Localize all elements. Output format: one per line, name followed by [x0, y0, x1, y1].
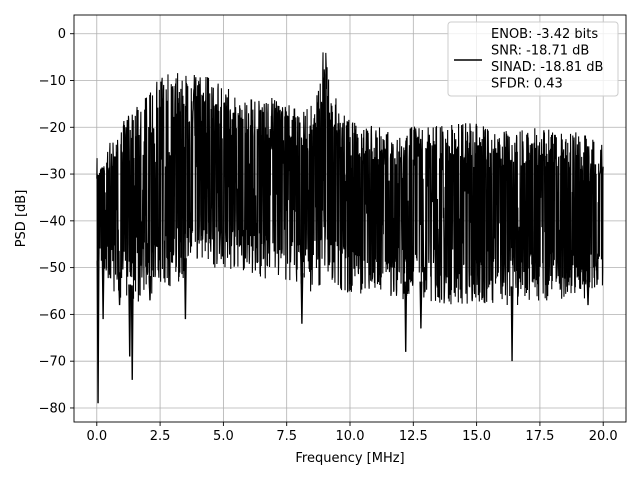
y-tick-label: 0	[58, 27, 66, 42]
psd-dip	[101, 255, 105, 320]
x-tick-label: 7.5	[276, 429, 297, 444]
x-tick-label: 20.0	[589, 429, 618, 444]
psd-dip	[419, 281, 423, 329]
legend: ENOB: -3.42 bits SNR: -18.71 dB SINAD: -…	[447, 21, 619, 97]
psd-dip	[510, 286, 514, 362]
psd-dip	[404, 281, 408, 352]
psd-series-line	[96, 52, 604, 306]
psd-dip	[148, 276, 152, 301]
plot-area-clip	[96, 52, 604, 404]
x-tick-label: 0.0	[86, 429, 107, 444]
psd-dip	[586, 279, 590, 306]
y-tick-label: −40	[39, 214, 66, 229]
x-axis-ticks: 0.0 2.5 5.0 7.5 10.0 12.5 15.0 17.5 20.0	[86, 422, 618, 444]
x-axis-label: Frequency [MHz]	[295, 451, 404, 466]
legend-box	[447, 21, 619, 97]
legend-entry-sinad: SINAD: -18.81 dB	[491, 60, 603, 75]
psd-dip	[96, 260, 100, 404]
y-tick-label: −20	[39, 121, 66, 136]
x-tick-label: 10.0	[336, 429, 365, 444]
y-tick-label: −50	[39, 261, 66, 276]
legend-entry-enob: ENOB: -3.42 bits	[491, 27, 598, 42]
y-tick-label: −80	[39, 401, 66, 416]
x-tick-label: 12.5	[399, 429, 428, 444]
psd-dip	[128, 284, 132, 357]
legend-entry-snr: SNR: -18.71 dB	[491, 44, 589, 59]
psd-dip	[118, 279, 122, 306]
legend-entry-sfdr: SFDR: 0.43	[491, 77, 563, 92]
x-tick-label: 15.0	[462, 429, 491, 444]
x-tick-label: 2.5	[150, 429, 171, 444]
x-tick-label: 17.5	[525, 429, 554, 444]
y-axis-ticks: 0 −10 −20 −30 −40 −50 −60 −70 −80	[39, 27, 74, 416]
y-tick-label: −70	[39, 355, 66, 370]
y-tick-label: −30	[39, 168, 66, 183]
psd-dip	[300, 273, 304, 324]
y-tick-label: −10	[39, 74, 66, 89]
psd-dip	[183, 258, 187, 320]
y-tick-label: −60	[39, 308, 66, 323]
x-tick-label: 5.0	[213, 429, 234, 444]
y-axis-label: PSD [dB]	[14, 190, 29, 248]
psd-dip	[130, 285, 134, 380]
